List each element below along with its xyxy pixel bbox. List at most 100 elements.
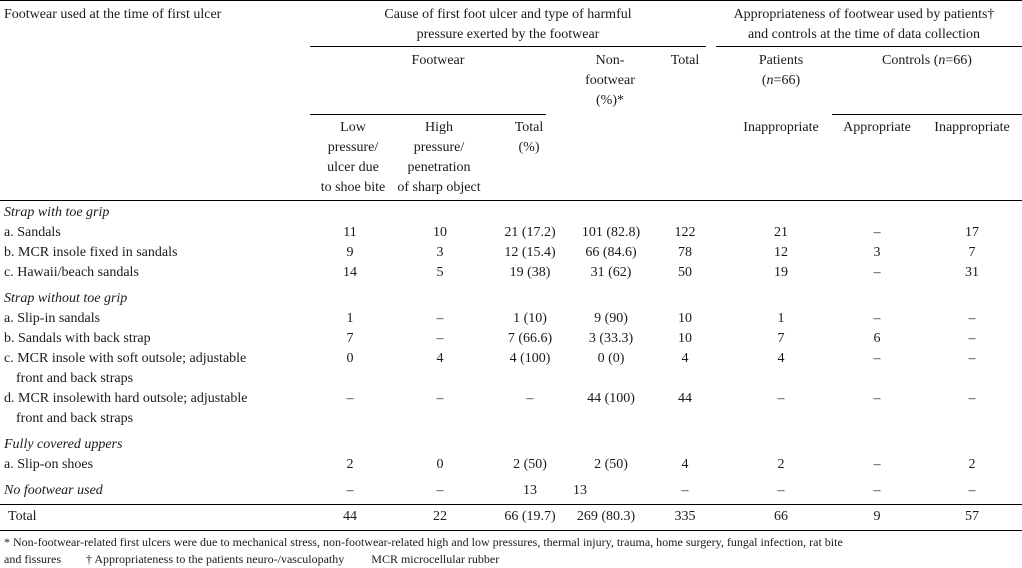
- cell-total: 10: [678, 311, 692, 326]
- cell-controls-inappropriate: 31: [965, 265, 979, 280]
- low-pressure-line3: ulcer due: [327, 160, 379, 175]
- footnote-mcr: MCR microcellular rubber: [371, 552, 500, 566]
- patients-n-italic: n: [766, 73, 774, 88]
- cell-nonfootwear: 31 (62): [590, 265, 632, 280]
- row-label: Total: [8, 509, 37, 524]
- section-title: Strap with toe grip: [4, 205, 110, 220]
- approp-group-title-line2: and controls at the time of data collect…: [747, 27, 981, 42]
- nonfootwear-header-line3: (%)*: [596, 93, 624, 108]
- high-pressure-line2: pressure/: [413, 140, 465, 155]
- cell-low: 7: [346, 331, 354, 346]
- approp-group-title: Appropriateness of footwear used by pati…: [706, 5, 1022, 45]
- column-header-footwear-used: Footwear used at the time of first ulcer: [4, 7, 222, 22]
- approp-group-rule: [716, 46, 1022, 47]
- row-label: d. MCR insolewith hard outsole; adjustab…: [4, 391, 248, 406]
- nonfootwear-header-line1: Non-: [595, 53, 625, 68]
- cause-group-rule: [310, 46, 706, 47]
- header-bottom-rule: [0, 200, 1022, 201]
- approp-group-title-line1: Appropriateness of footwear used by pati…: [733, 7, 995, 22]
- cell-patients: 4: [777, 351, 785, 366]
- total-bottom-rule: [0, 530, 1022, 531]
- cell-high: 0: [436, 457, 444, 472]
- cell-controls-appropriate: –: [873, 311, 881, 326]
- row-label-continued: front and back straps: [16, 411, 134, 426]
- row-label-continued: front and back straps: [16, 371, 134, 386]
- cell-controls-appropriate: 6: [873, 331, 881, 346]
- cell-controls-appropriate: 3: [873, 245, 881, 260]
- cell-patients: 21: [774, 225, 788, 240]
- controls-inappropriate-header: Inappropriate: [934, 120, 1010, 135]
- cell-controls-inappropriate: 57: [965, 509, 979, 524]
- cell-total: 10: [678, 331, 692, 346]
- total-pct-line1: Total: [514, 120, 544, 135]
- total-header: Total: [670, 53, 700, 68]
- cell-nonfootwear: 3 (33.3): [588, 331, 634, 346]
- cell-nonfootwear: 44 (100): [587, 391, 635, 406]
- cell-controls-inappropriate: 7: [968, 245, 976, 260]
- cell-low: 44: [343, 509, 357, 524]
- controls-n-rest: =66): [945, 53, 972, 68]
- cell-total: 50: [678, 265, 692, 280]
- footwear-subrule: [310, 114, 546, 115]
- cell-controls-inappropriate: –: [968, 311, 976, 326]
- cause-group-title-line1: Cause of first foot ulcer and type of ha…: [384, 7, 632, 22]
- patients-n-rest: =66): [773, 73, 801, 88]
- cell-total-pct: 1 (10): [513, 311, 547, 326]
- cell-low: –: [346, 391, 354, 406]
- controls-appropriate-header: Appropriate: [843, 120, 911, 135]
- row-label: c. Hawaii/beach sandals: [4, 265, 139, 280]
- cell-high: 4: [436, 351, 444, 366]
- row-label: No footwear used: [4, 483, 103, 498]
- nonfootwear-header: Non- footwear (%)*: [560, 51, 660, 111]
- low-pressure-line4: to shoe bite: [320, 180, 386, 195]
- cell-total: 122: [674, 225, 696, 240]
- cell-high: –: [436, 311, 444, 326]
- cell-total-pct: 19 (38): [509, 265, 551, 280]
- patients-n-open: (: [761, 73, 767, 88]
- cell-total-pct: 12 (15.4): [504, 245, 556, 260]
- cell-patients: 66: [774, 509, 788, 524]
- row-label: a. Slip-in sandals: [4, 311, 101, 326]
- cell-total: –: [681, 483, 689, 498]
- cell-controls-appropriate: –: [873, 351, 881, 366]
- cell-high: –: [436, 483, 444, 498]
- cell-low: 2: [346, 457, 354, 472]
- cell-controls-inappropriate: –: [968, 351, 976, 366]
- footnote-fissures: and fissures: [4, 552, 61, 566]
- cell-controls-appropriate: 9: [873, 509, 881, 524]
- row-label: a. Slip-on shoes: [4, 457, 94, 472]
- cell-low: –: [346, 483, 354, 498]
- row-label: b. MCR insole fixed in sandals: [4, 245, 178, 260]
- cell-controls-inappropriate: –: [968, 391, 976, 406]
- high-pressure-header: High pressure/ penetration of sharp obje…: [384, 118, 494, 198]
- cell-patients: 19: [774, 265, 788, 280]
- footnote-dagger: † Appropriateness to the patients neuro-…: [86, 552, 345, 566]
- cell-patients: –: [777, 483, 785, 498]
- cell-nonfootwear: 101 (82.8): [581, 225, 641, 240]
- cell-controls-inappropriate: –: [968, 331, 976, 346]
- high-pressure-line1: High: [425, 120, 453, 135]
- cell-high: 22: [433, 509, 447, 524]
- cell-total: 335: [674, 509, 696, 524]
- cell-controls-appropriate: –: [873, 483, 881, 498]
- cell-total-pct: 21 (17.2): [504, 225, 556, 240]
- cell-patients: 7: [777, 331, 785, 346]
- cell-low: 14: [343, 265, 357, 280]
- section-title: Fully covered uppers: [4, 437, 123, 452]
- cell-total: 4: [681, 457, 689, 472]
- cell-low: 9: [346, 245, 354, 260]
- footnote-line2: and fissures † Appropriateness to the pa…: [4, 551, 499, 568]
- cell-low: 0: [346, 351, 354, 366]
- nonfootwear-header-line2: footwear: [585, 73, 635, 88]
- cell-low: 11: [343, 225, 357, 240]
- cell-high: 5: [436, 265, 444, 280]
- cell-total: 78: [678, 245, 692, 260]
- cell-controls-appropriate: –: [873, 457, 881, 472]
- cell-controls-appropriate: –: [873, 265, 881, 280]
- cell-total: 44: [678, 391, 692, 406]
- cell-nonfootwear: 269 (80.3): [576, 509, 636, 524]
- row-label: b. Sandals with back strap: [4, 331, 151, 346]
- cell-total-pct: 7 (66.6): [507, 331, 553, 346]
- top-rule: [0, 0, 1022, 1]
- section-title: Strap without toe grip: [4, 291, 128, 306]
